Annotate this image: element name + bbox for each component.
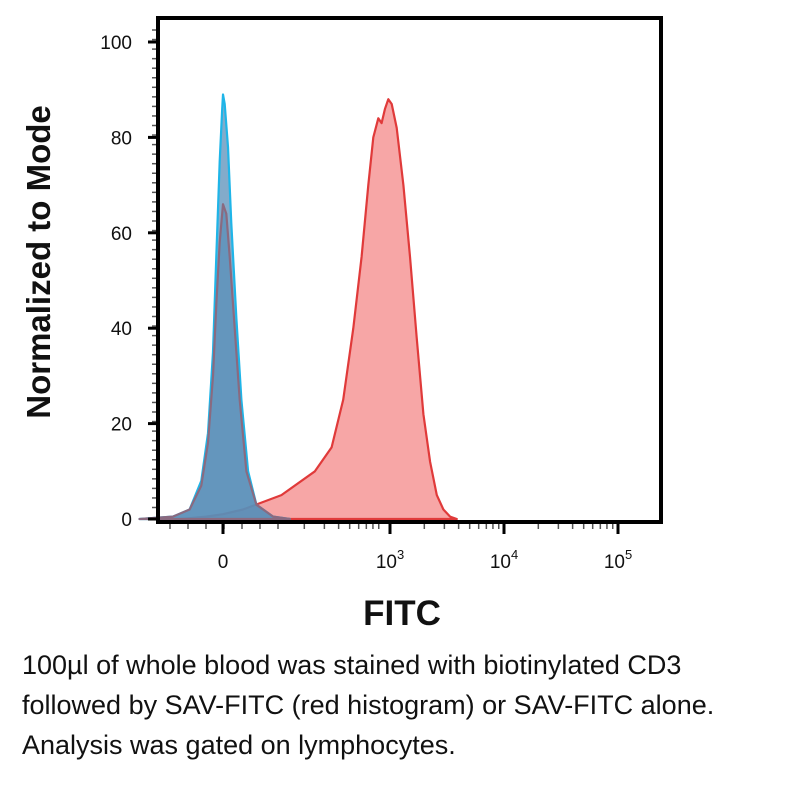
x-axis-title: FITC — [363, 594, 441, 633]
x-tick-label: 0 — [218, 552, 229, 573]
y-tick-label: 100 — [100, 33, 132, 54]
x-tick-label: 105 — [604, 547, 632, 573]
plot-frame — [156, 16, 663, 524]
histogram-series-1 — [180, 98, 458, 521]
series-layer — [138, 93, 458, 521]
y-axis-title: Normalized to Mode — [20, 105, 57, 419]
y-tick-label: 0 — [121, 510, 132, 531]
flow-cytometry-histogram: 0 20 40 60 80 100 0 103 104 105 Normalized to Mo… — [20, 16, 663, 633]
x-axis-ticks: 0 103 104 105 — [218, 522, 632, 573]
y-tick-label: 80 — [111, 128, 132, 149]
y-axis-ticks: 0 20 40 60 80 100 — [100, 33, 158, 531]
x-tick-label: 103 — [376, 547, 404, 573]
histogram-series-3 — [138, 203, 291, 521]
y-tick-label: 60 — [111, 224, 132, 245]
figure-caption: 100µl of whole blood was stained with bi… — [22, 650, 715, 760]
x-tick-label: 104 — [490, 547, 518, 573]
y-tick-label: 40 — [111, 319, 132, 340]
y-tick-label: 20 — [111, 415, 132, 436]
